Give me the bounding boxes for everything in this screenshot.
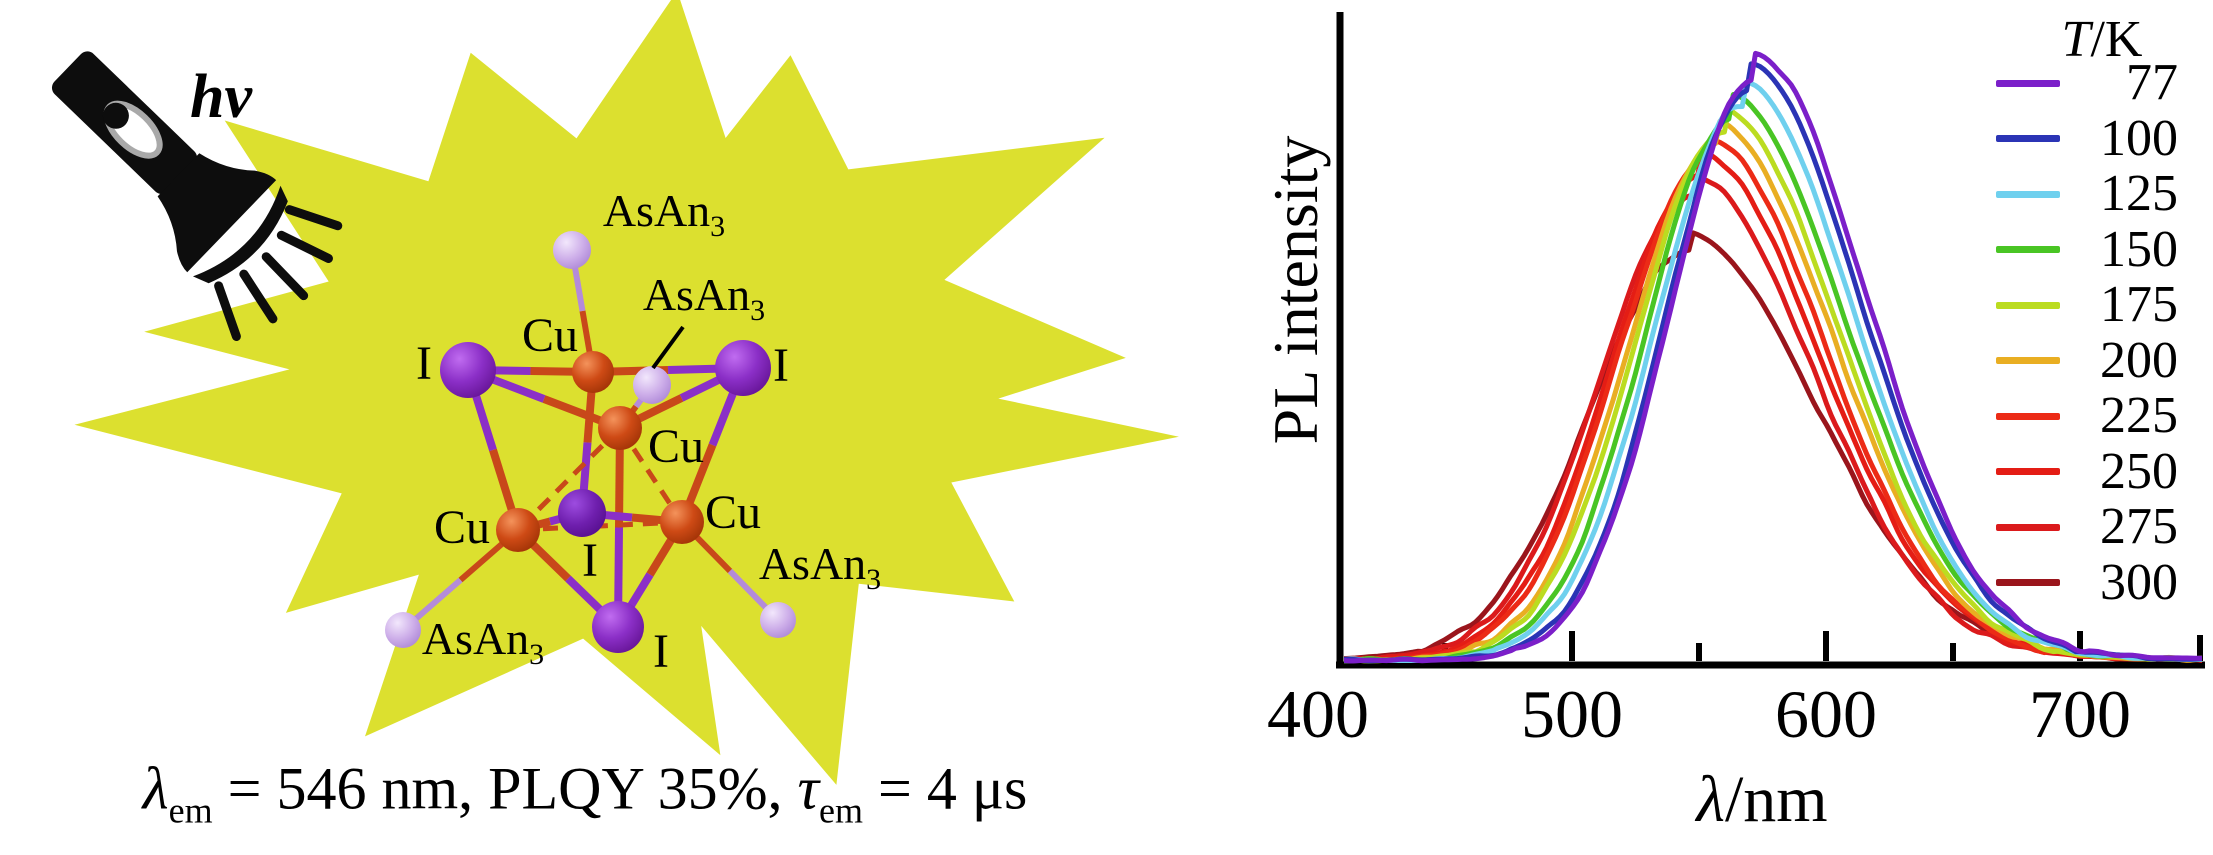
legend-label: 200 bbox=[2100, 331, 2178, 389]
atom-label-i-center: I bbox=[582, 534, 598, 587]
chart-curves bbox=[1344, 50, 2202, 664]
legend-entry-150: 150 bbox=[1982, 223, 2186, 277]
ligand-pointer-line bbox=[651, 325, 685, 370]
lambda-subscript: em bbox=[168, 790, 213, 831]
atom-label-i-bottom: I bbox=[653, 625, 669, 678]
lambda-symbol: λ bbox=[142, 755, 169, 822]
photophysics-caption: λem = 546 nm, PLQY 35%, τem = 4 μs bbox=[143, 755, 1028, 832]
atom-icenter bbox=[558, 489, 606, 537]
legend-label: 150 bbox=[2100, 220, 2178, 278]
x-axis-unit: /nm bbox=[1724, 763, 1828, 836]
atom-asmid bbox=[633, 366, 671, 404]
legend-title-symbol: T bbox=[2061, 11, 2091, 68]
legend-title: T/K bbox=[2037, 14, 2167, 66]
tau-symbol: τ bbox=[797, 755, 820, 822]
ligand-label-top: AsAn3 bbox=[603, 188, 725, 242]
atom-iright bbox=[715, 340, 771, 396]
legend-entry-225: 225 bbox=[1982, 389, 2186, 443]
legend-label: 225 bbox=[2100, 387, 2178, 444]
ligand-text: AsAn bbox=[642, 269, 751, 320]
legend-swatch bbox=[1996, 412, 2060, 420]
legend-entry-100: 100 bbox=[1982, 112, 2186, 166]
caption-end: = 4 μs bbox=[863, 755, 1028, 822]
legend-swatch bbox=[1996, 190, 2060, 198]
legend-entry-77: 77 bbox=[1982, 56, 2186, 110]
legend-label: 100 bbox=[2100, 109, 2178, 167]
cu-cu-dashed-bond bbox=[617, 426, 685, 524]
atom-asbl bbox=[385, 612, 421, 648]
legend-label: 77 bbox=[2126, 54, 2178, 111]
x-axis-label: λ/nm bbox=[1696, 762, 1827, 838]
x-tick-label: 400 bbox=[1267, 676, 1369, 752]
flashlight-icon bbox=[51, 51, 343, 341]
light-rays-icon bbox=[214, 205, 343, 341]
ligand-label-bottom-right: AsAn3 bbox=[759, 541, 881, 595]
legend-label: 175 bbox=[2100, 276, 2178, 333]
atom-label-i-right: I bbox=[773, 339, 789, 392]
legend-swatch bbox=[1996, 357, 2060, 364]
legend-entry-125: 125 bbox=[1982, 167, 2186, 221]
legend-swatch bbox=[1996, 135, 2060, 142]
ligand-sub: 3 bbox=[866, 563, 882, 596]
legend-swatch bbox=[1996, 79, 2060, 87]
legend-entry-175: 175 bbox=[1982, 278, 2186, 332]
ligand-text: AsAn bbox=[602, 185, 711, 236]
atom-cutop bbox=[572, 351, 614, 393]
caption-middle: = 546 nm, PLQY 35%, bbox=[212, 755, 798, 822]
ligand-text: AsAn bbox=[421, 613, 530, 664]
legend-entry-250: 250 bbox=[1982, 445, 2186, 499]
legend-entry-275: 275 bbox=[1982, 500, 2186, 554]
legend-label: 300 bbox=[2100, 553, 2178, 611]
flashlight-lens-rim bbox=[192, 185, 288, 284]
atom-label-i-left: I bbox=[416, 337, 432, 390]
atom-label-cu-top: Cu bbox=[521, 309, 579, 362]
atom-culeft bbox=[496, 508, 540, 552]
legend-title-unit: /K bbox=[2090, 11, 2143, 68]
atom-label-cu-right: Cu bbox=[704, 486, 762, 539]
ligand-sub: 3 bbox=[750, 294, 766, 327]
ligand-label-mid: AsAn3 bbox=[643, 272, 765, 326]
atom-ileft bbox=[440, 342, 496, 398]
legend-swatch bbox=[1996, 246, 2060, 253]
x-tick-label: 700 bbox=[2029, 676, 2131, 752]
y-axis-label: PL intensity bbox=[1260, 135, 1331, 445]
ligand-label-bottom-left: AsAn3 bbox=[422, 616, 544, 670]
legend-entry-200: 200 bbox=[1982, 334, 2186, 388]
atom-label-cu-left: Cu bbox=[433, 501, 491, 554]
x-axis-symbol: λ bbox=[1696, 763, 1725, 836]
x-tick-label: 500 bbox=[1521, 676, 1623, 752]
hv-photon-label: hν bbox=[190, 63, 252, 131]
flashlight-switch-knob bbox=[102, 102, 129, 129]
legend-label: 250 bbox=[2100, 442, 2178, 500]
flashlight-head bbox=[157, 153, 277, 273]
x-tick-label: 600 bbox=[1775, 676, 1877, 752]
ligand-sub: 3 bbox=[529, 638, 545, 671]
legend-label: 275 bbox=[2100, 498, 2178, 555]
legend-swatch bbox=[1996, 468, 2060, 475]
tau-subscript: em bbox=[819, 790, 864, 831]
atom-cumid bbox=[598, 406, 642, 450]
legend: T/K 77 100 125 150 175 200 225 250 275 300 bbox=[1982, 12, 2186, 628]
atom-label-cu-mid: Cu bbox=[647, 420, 705, 473]
ligand-text: AsAn bbox=[758, 538, 867, 589]
molecule-model bbox=[385, 231, 796, 653]
atom-ibottom bbox=[592, 601, 644, 653]
legend-entry-300: 300 bbox=[1982, 556, 2186, 610]
ligand-sub: 3 bbox=[710, 210, 726, 243]
legend-label: 125 bbox=[2100, 165, 2178, 222]
atom-asbr bbox=[760, 602, 796, 638]
flashlight-switch bbox=[103, 100, 163, 159]
pl-curve-77K bbox=[1344, 50, 2202, 664]
atom-curight bbox=[660, 500, 704, 544]
atom-astop bbox=[553, 231, 591, 269]
legend-swatch bbox=[1996, 579, 2060, 586]
starburst bbox=[74, 0, 1179, 785]
legend-swatch bbox=[1996, 523, 2060, 531]
legend-swatch bbox=[1996, 301, 2060, 309]
